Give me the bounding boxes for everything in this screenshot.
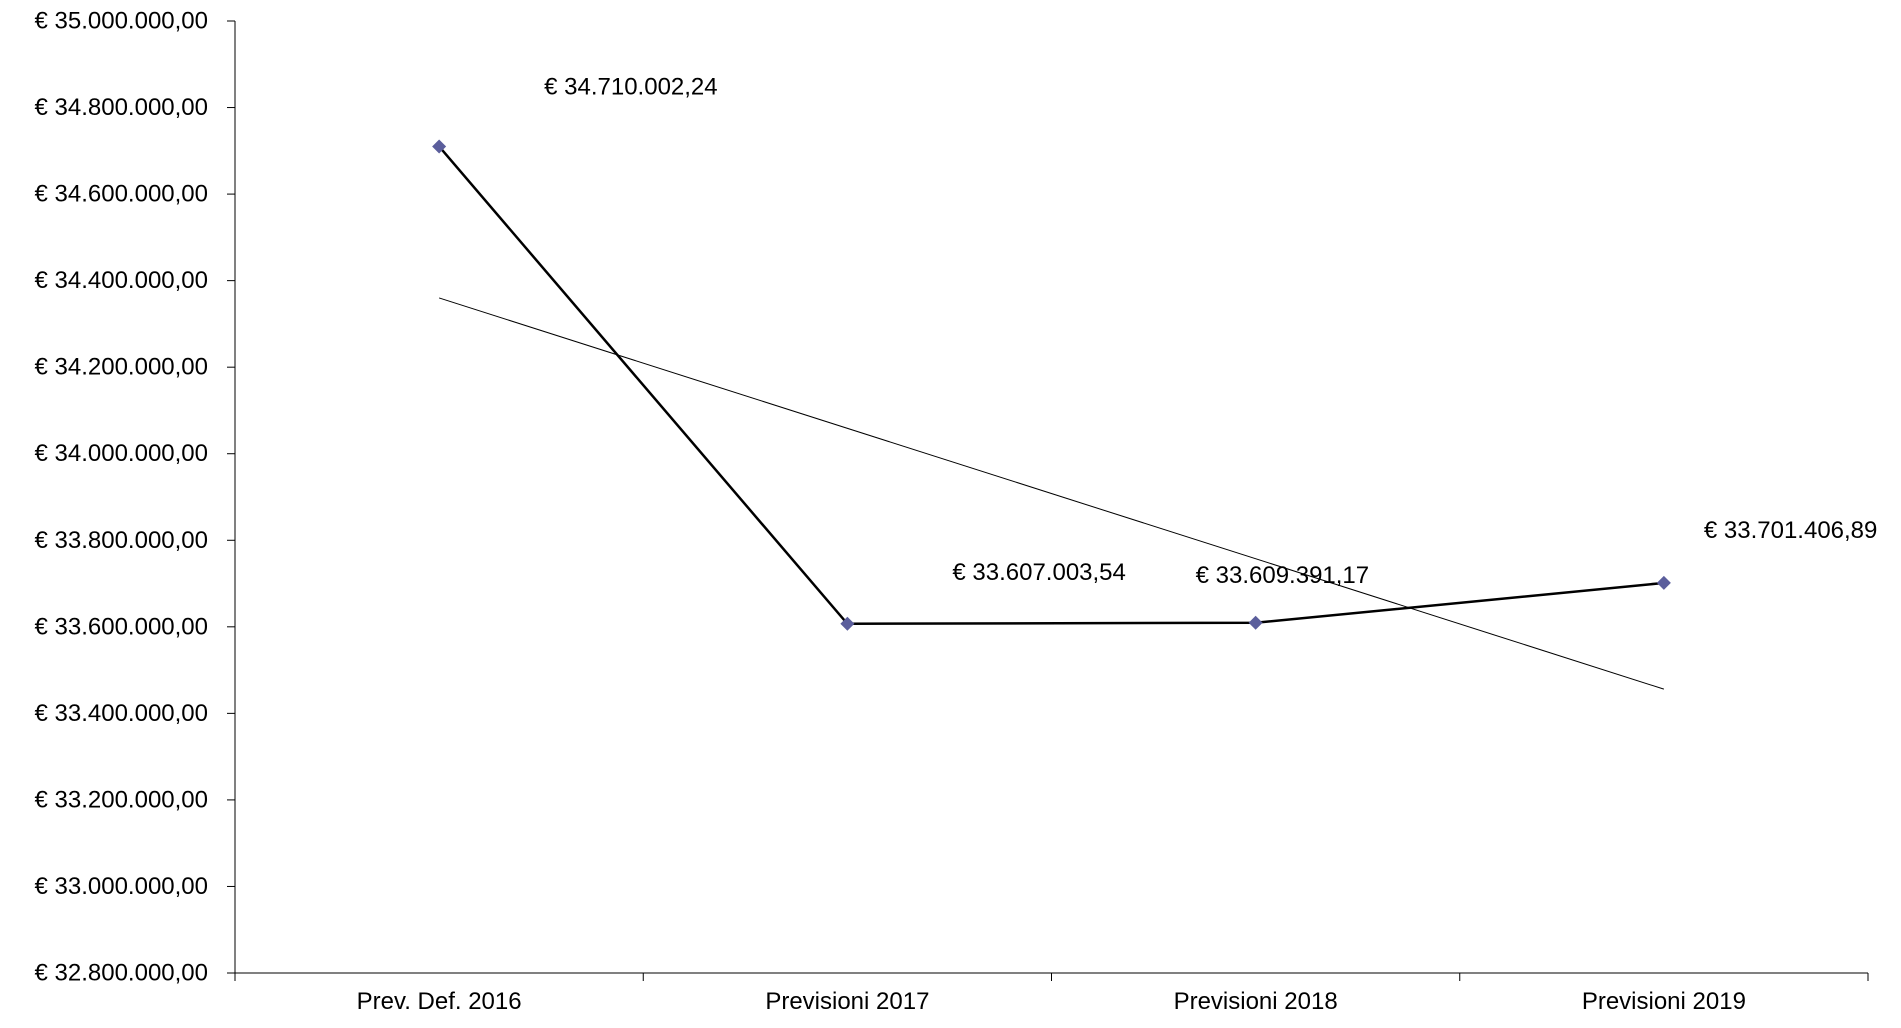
y-tick-label: € 33.600.000,00 (35, 613, 209, 640)
series-line (438, 145, 1664, 626)
y-tick-label: € 33.200.000,00 (35, 786, 209, 813)
data-label: € 33.607.003,54 (952, 559, 1126, 586)
data-label: € 33.609.391,17 (1196, 562, 1370, 589)
trendline (438, 297, 1665, 690)
data-label: € 34.710.002,24 (544, 73, 718, 100)
y-tick-label: € 34.200.000,00 (35, 354, 209, 381)
y-tick-label: € 34.400.000,00 (35, 267, 209, 294)
y-tick-label: € 35.000.000,00 (35, 8, 209, 35)
y-tick-label: € 34.800.000,00 (35, 94, 209, 121)
data-label: € 33.701.406,89 (1704, 517, 1878, 544)
data-point-marker (432, 139, 447, 154)
y-tick-label: € 33.400.000,00 (35, 700, 209, 727)
y-tick-label: € 33.000.000,00 (35, 873, 209, 900)
x-tick-label: Prev. Def. 2016 (357, 988, 522, 1015)
y-tick-label: € 32.800.000,00 (35, 960, 209, 987)
x-tick-label: Previsioni 2017 (765, 988, 929, 1015)
x-tick-label: Previsioni 2019 (1582, 988, 1746, 1015)
y-tick-label: € 33.800.000,00 (35, 527, 209, 554)
y-axis: € 32.800.000,00 € 33.000.000,00 € 33.200.0… (35, 8, 236, 987)
x-axis: Prev. Def. 2016 Previsioni 2017 Previsioni… (234, 972, 1869, 1015)
x-tick-label: Previsioni 2018 (1174, 988, 1338, 1015)
series-group (432, 139, 1671, 631)
data-point-marker (840, 616, 855, 631)
trendline-group (438, 297, 1665, 690)
data-point-marker (1248, 615, 1263, 630)
y-tick-label: € 34.600.000,00 (35, 181, 209, 208)
y-tick-label: € 34.000.000,00 (35, 440, 209, 467)
data-point-marker (1656, 575, 1671, 590)
data-labels-group: € 34.710.002,24 € 33.607.003,54 € 33.609.3… (544, 73, 1877, 588)
